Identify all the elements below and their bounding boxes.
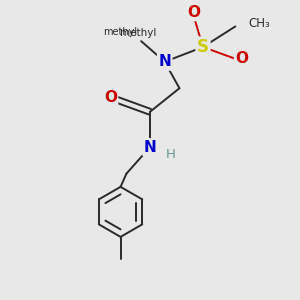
Text: methyl: methyl — [120, 28, 156, 38]
Text: N: N — [144, 140, 156, 154]
Text: methyl: methyl — [103, 27, 137, 37]
Text: S: S — [197, 38, 209, 56]
Text: O: O — [188, 5, 201, 20]
Text: O: O — [235, 51, 248, 66]
Text: O: O — [104, 90, 117, 105]
Text: CH₃: CH₃ — [249, 17, 270, 30]
Text: N: N — [158, 54, 171, 69]
Text: H: H — [166, 148, 176, 161]
